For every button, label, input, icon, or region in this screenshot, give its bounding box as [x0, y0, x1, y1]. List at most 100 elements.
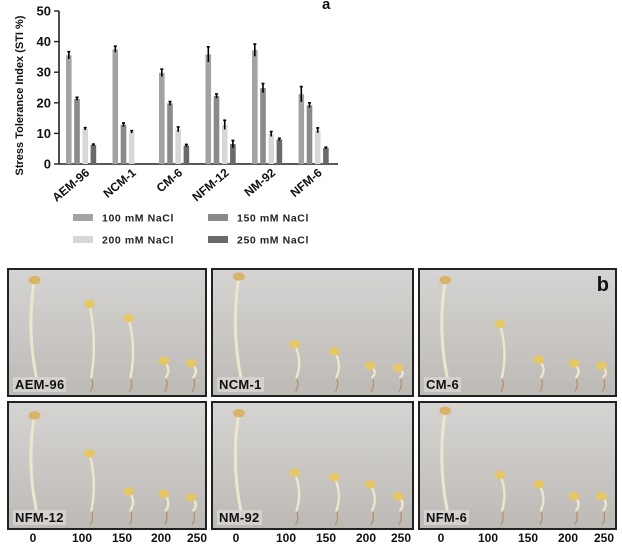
seedling: [289, 468, 301, 525]
seedling: [595, 361, 608, 392]
seedling: [328, 347, 341, 392]
seedling-photo-2: CM-6 b: [418, 268, 617, 397]
y-tick-label: 40: [37, 34, 51, 49]
seedling: [494, 470, 506, 525]
seedlings-image: [213, 270, 412, 395]
seedling-photo-5: NFM-6: [418, 401, 617, 530]
y-tick-label: 20: [37, 95, 51, 110]
concentration-label: 100: [71, 531, 93, 545]
legend-swatch: [208, 236, 228, 243]
concentration-label: 0: [29, 531, 37, 545]
bar: [183, 145, 190, 164]
bar: [205, 54, 212, 165]
concentration-label: 200: [150, 531, 172, 545]
seedling: [364, 480, 376, 525]
concentration-label: 250: [390, 531, 412, 545]
legend-label: 200 mM NaCl: [102, 235, 174, 247]
concentration-row-2: 0 100 150 200 250: [418, 531, 617, 547]
photo-background: [9, 270, 205, 395]
bar: [213, 96, 220, 164]
seedling: [494, 319, 506, 392]
seedling: [185, 493, 197, 525]
concentration-label: 100: [275, 531, 297, 545]
seedlings-image: [420, 403, 615, 528]
bar: [276, 139, 283, 164]
photo-label: AEM-96: [13, 377, 67, 392]
bar: [66, 55, 72, 165]
photo-panel-b: AEM-96 NCM-1 CM-6 b NFM-12 NM-92 NFM-6: [7, 268, 617, 530]
seedling: [158, 356, 170, 392]
bar: [120, 124, 127, 164]
concentration-label: 0: [437, 531, 445, 545]
photo-label: NFM-12: [13, 510, 66, 525]
photo-background: [9, 403, 205, 528]
seedling: [328, 473, 341, 525]
seedling: [123, 487, 135, 525]
bar: [306, 105, 313, 164]
seedling: [83, 299, 96, 392]
legend-swatch: [73, 236, 93, 243]
y-tick-label: 50: [37, 4, 51, 19]
y-axis-label: Stress Tolerance Index (STI %): [14, 15, 26, 175]
bar: [74, 98, 80, 164]
y-tick-label: 30: [37, 65, 51, 80]
seedling: [533, 355, 545, 392]
seedlings-image: [9, 270, 205, 395]
concentration-label: 0: [232, 531, 240, 545]
bar: [298, 94, 305, 164]
photo-background: [420, 270, 615, 395]
legend-swatch: [208, 214, 228, 221]
photo-label: NFM-6: [424, 510, 470, 525]
concentration-label: 200: [355, 531, 377, 545]
panel-b-label: b: [596, 274, 609, 296]
seedling-photo-4: NM-92: [211, 401, 414, 530]
bar: [314, 130, 321, 164]
chart-panel-a: 0 10 20 30 40 50 Stress Tolerance Index (STI %…: [0, 0, 622, 262]
seedling: [123, 313, 135, 392]
bar: [112, 49, 119, 164]
bar: [82, 128, 88, 164]
concentration-label: 250: [186, 531, 208, 545]
bar-chart: 0 10 20 30 40 50 Stress Tolerance Index (STI %…: [14, 0, 338, 247]
photo-background: [213, 403, 412, 528]
bar: [159, 72, 165, 164]
seedling-photo-0: AEM-96: [7, 268, 207, 397]
x-tick-label: NFM-12: [189, 165, 231, 204]
bar: [128, 131, 135, 164]
legend-label: 250 mM NaCl: [237, 235, 309, 247]
y-tick-label: 0: [44, 157, 51, 172]
concentration-label: 100: [477, 531, 499, 545]
seedling-photo-3: NFM-12: [7, 401, 207, 530]
photo-label: NCM-1: [217, 377, 264, 392]
photo-background: [213, 270, 412, 395]
seedling: [533, 480, 545, 525]
seedlings-image: [213, 403, 412, 528]
seedlings-image: [9, 403, 205, 528]
concentration-label: 150: [315, 531, 337, 545]
seedling: [392, 492, 404, 525]
y-tick-label: 10: [37, 126, 51, 141]
bar: [221, 124, 228, 164]
photo-background: [420, 403, 615, 528]
legend-label: 150 mM NaCl: [237, 213, 309, 225]
x-tick-label: NM-92: [242, 165, 279, 199]
panel-a-label: a: [322, 0, 331, 13]
bar: [268, 134, 274, 164]
photo-label: CM-6: [424, 377, 461, 392]
bar: [175, 129, 181, 164]
bar: [230, 144, 236, 164]
photo-label: NM-92: [217, 510, 262, 525]
seedling: [289, 340, 301, 392]
concentration-row-0: 0 100 150 200 250: [7, 531, 207, 547]
seedling: [595, 492, 608, 525]
concentration-label: 150: [517, 531, 539, 545]
x-tick-label: NCM-1: [101, 165, 139, 200]
bar: [260, 88, 266, 164]
legend-label: 100 mM NaCl: [102, 213, 174, 225]
legend-swatch: [73, 214, 93, 221]
seedlings-image: [420, 270, 615, 395]
x-tick-label: AEM-96: [49, 165, 92, 204]
bar: [90, 145, 97, 164]
bar: [323, 148, 329, 164]
seedling: [83, 449, 96, 525]
